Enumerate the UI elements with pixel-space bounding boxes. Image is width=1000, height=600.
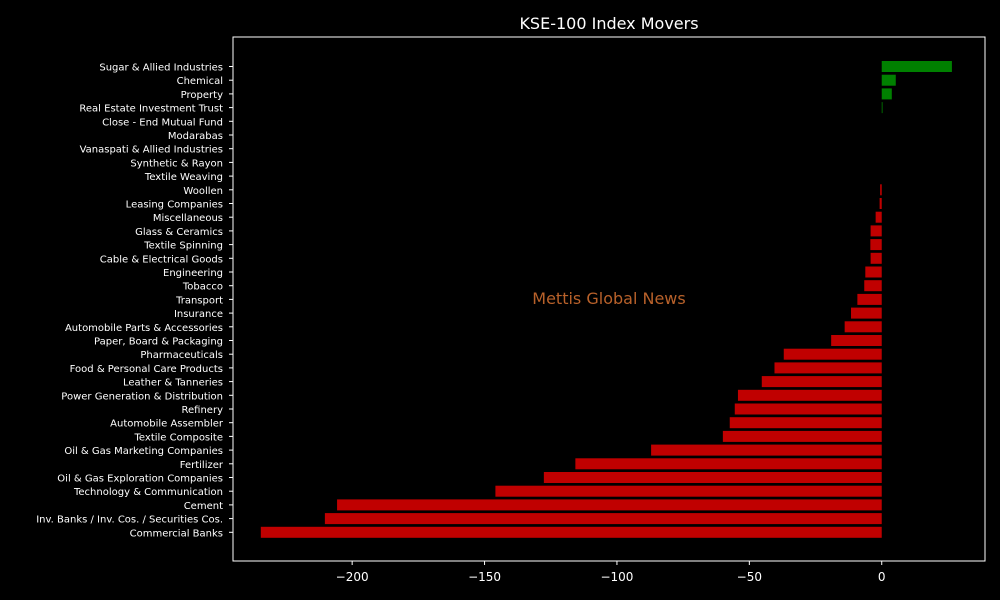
bar xyxy=(761,376,882,388)
y-tick-label: Fertilizer xyxy=(180,460,224,471)
bar xyxy=(575,458,882,470)
y-tick-label: Inv. Banks / Inv. Cos. / Securities Cos. xyxy=(36,515,223,526)
bar xyxy=(774,362,882,374)
y-tick-label: Refinery xyxy=(182,405,224,416)
chart-title: KSE-100 Index Movers xyxy=(519,14,698,33)
y-tick-label: Power Generation & Distribution xyxy=(61,391,223,402)
y-tick-label: Modarabas xyxy=(168,131,223,142)
bar xyxy=(881,102,883,114)
bar xyxy=(881,74,896,86)
watermark-text: Mettis Global News xyxy=(532,289,685,308)
x-tick-label: −200 xyxy=(336,570,369,584)
bar xyxy=(737,389,882,401)
y-tick-label: Oil & Gas Marketing Companies xyxy=(64,446,223,457)
y-tick-label: Food & Personal Care Products xyxy=(70,364,223,375)
bars-group xyxy=(260,61,952,538)
y-tick-label: Glass & Ceramics xyxy=(135,227,223,238)
y-tick-label: Cement xyxy=(184,501,223,512)
y-tick-label: Pharmaceuticals xyxy=(140,350,223,361)
x-tick-label: −100 xyxy=(600,570,633,584)
y-tick-label: Real Estate Investment Trust xyxy=(79,104,223,115)
bar xyxy=(729,417,882,429)
bar xyxy=(844,321,882,333)
bar xyxy=(851,307,882,319)
y-tick-label: Woollen xyxy=(183,186,223,197)
x-axis: −200 −150 −100 −50 0 xyxy=(336,561,886,584)
bar xyxy=(783,348,882,360)
y-tick-label: Leasing Companies xyxy=(126,200,223,211)
y-tick-label: Miscellaneous xyxy=(153,213,223,224)
bar xyxy=(495,485,882,497)
y-tick-label: Tobacco xyxy=(182,282,223,293)
y-tick-label: Sugar & Allied Industries xyxy=(99,63,223,74)
bar xyxy=(870,239,882,251)
y-tick-label: Commercial Banks xyxy=(130,528,223,539)
bar xyxy=(734,403,882,415)
y-tick-label: Cable & Electrical Goods xyxy=(100,254,223,265)
y-tick-label: Textile Composite xyxy=(134,432,223,443)
bar xyxy=(880,184,882,196)
bar xyxy=(722,430,882,442)
bar xyxy=(864,280,882,292)
y-tick-label: Automobile Parts & Accessories xyxy=(65,323,223,334)
bar xyxy=(881,88,892,100)
bar xyxy=(831,335,882,346)
bar xyxy=(857,293,882,305)
bar xyxy=(865,266,882,278)
y-tick-label: Engineering xyxy=(163,268,223,279)
y-tick-label: Property xyxy=(181,90,223,101)
bar xyxy=(881,61,952,72)
y-tick-label: Textile Weaving xyxy=(144,172,223,183)
y-tick-label: Leather & Tanneries xyxy=(123,378,223,389)
bar xyxy=(651,444,882,456)
x-tick-label: −150 xyxy=(468,570,501,584)
x-tick-label: −50 xyxy=(737,570,762,584)
x-tick-label: 0 xyxy=(878,570,886,584)
y-tick-label: Textile Spinning xyxy=(143,241,223,252)
y-tick-label: Automobile Assembler xyxy=(110,419,224,430)
y-tick-label: Synthetic & Rayon xyxy=(130,158,223,169)
bar xyxy=(879,198,882,209)
y-tick-label: Oil & Gas Exploration Companies xyxy=(57,474,223,485)
y-tick-label: Technology & Communication xyxy=(73,487,223,498)
y-tick-label: Paper, Board & Packaging xyxy=(94,337,223,348)
y-tick-label: Close - End Mutual Fund xyxy=(102,117,223,128)
y-tick-label: Vanaspati & Allied Industries xyxy=(80,145,223,156)
y-tick-label: Insurance xyxy=(174,309,223,320)
y-tick-label: Transport xyxy=(175,295,223,306)
y-tick-label: Chemical xyxy=(177,76,223,87)
bar xyxy=(324,513,882,525)
bar xyxy=(870,225,882,237)
bar xyxy=(337,499,882,511)
bar xyxy=(260,526,882,538)
bar xyxy=(875,211,882,223)
bar xyxy=(870,252,882,264)
bar xyxy=(543,472,882,483)
y-tick-labels: Sugar & Allied Industries Chemical Propert… xyxy=(36,63,233,539)
